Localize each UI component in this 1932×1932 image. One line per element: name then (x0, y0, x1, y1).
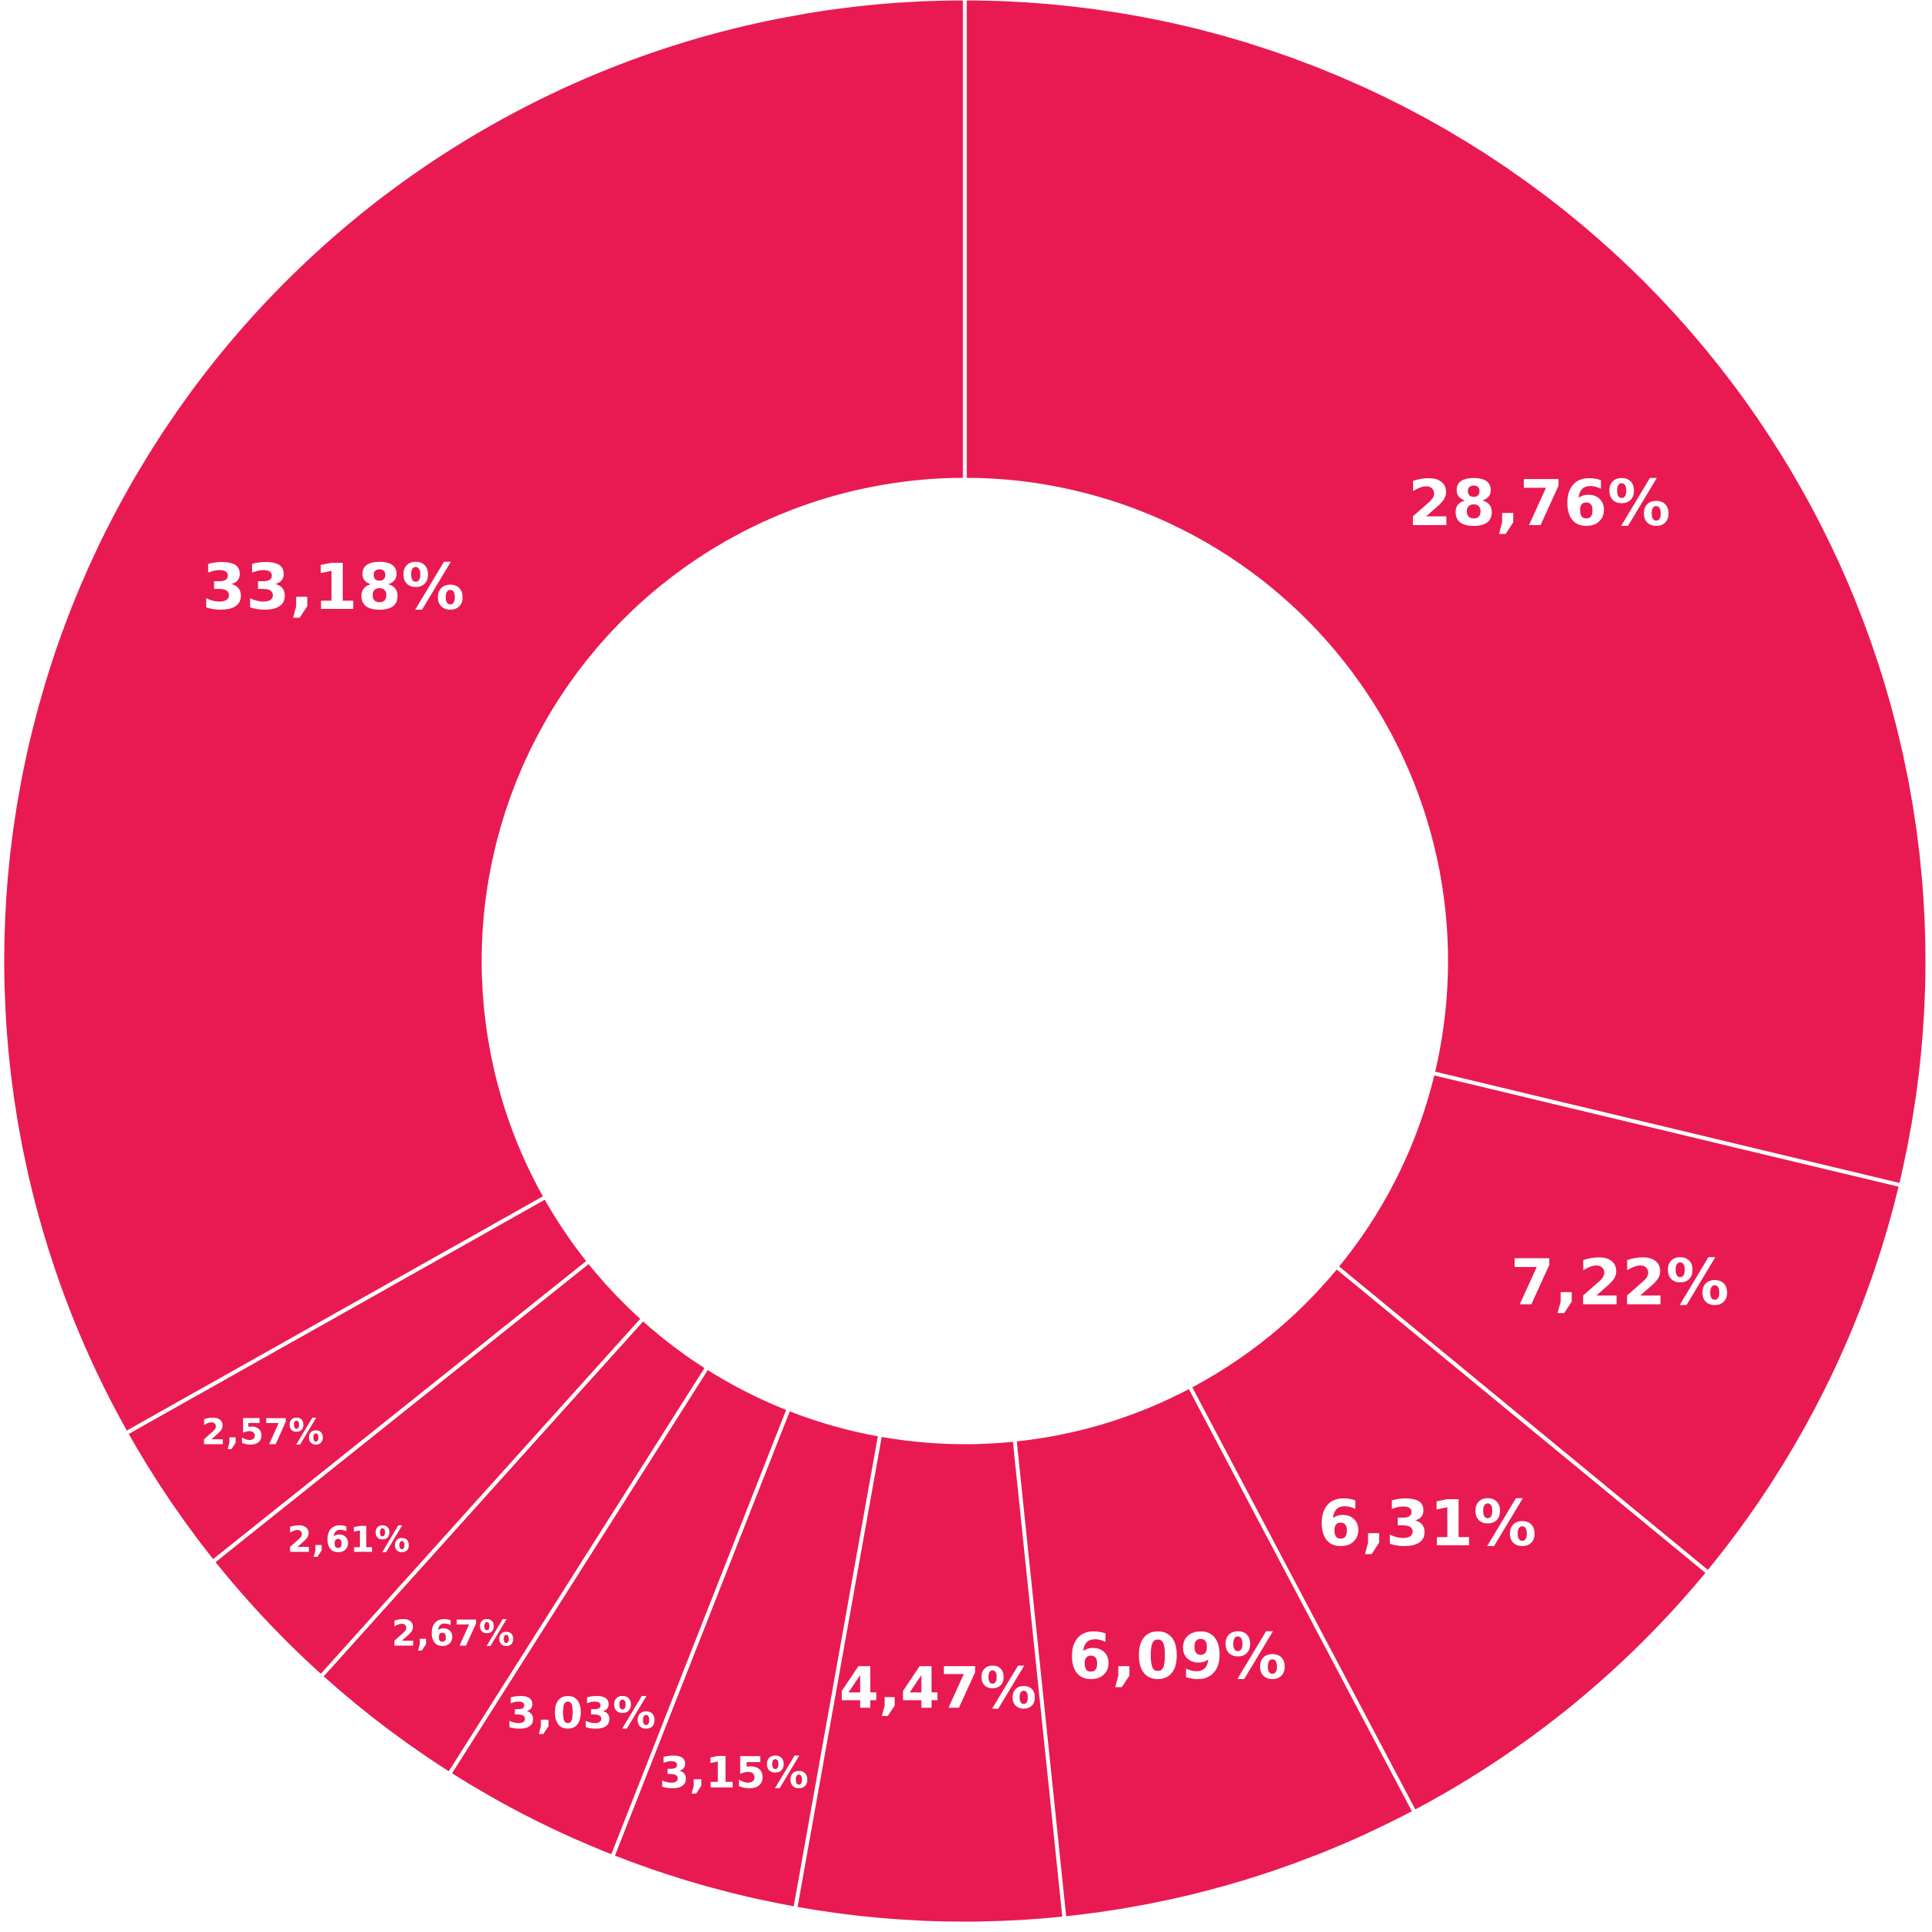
slice-label: 33,18% (202, 551, 465, 624)
slice-label: 3,15% (660, 1748, 809, 1798)
slice-label: 28,76% (1408, 467, 1671, 540)
donut-slice (1333, 1070, 1904, 1576)
slice-label: 6,09% (1068, 1621, 1286, 1694)
slice-label: 2,57% (201, 1412, 324, 1453)
slice-label: 4,47% (840, 1655, 1037, 1721)
slice-label: 3,03% (507, 1688, 656, 1738)
donut-slice (1187, 1264, 1711, 1815)
slice-label: 2,61% (288, 1518, 411, 1560)
slice-label: 7,22% (1511, 1246, 1729, 1319)
donut-slice (963, 0, 1930, 1188)
slice-label: 2,67% (391, 1612, 514, 1654)
slice-label: 6,31% (1318, 1488, 1536, 1561)
donut-slice (1012, 1384, 1418, 1921)
donut-slice (0, 0, 967, 1436)
